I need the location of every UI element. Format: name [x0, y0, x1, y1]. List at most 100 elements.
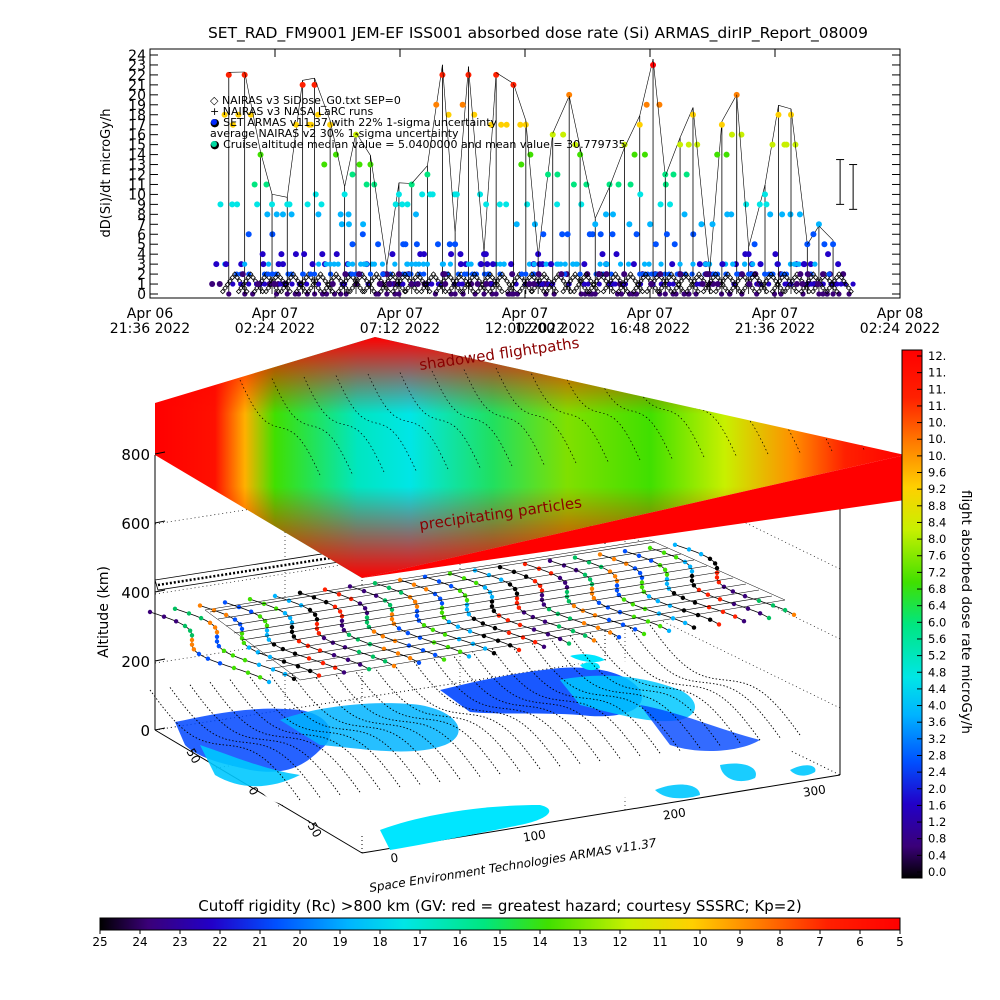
armas-point	[677, 141, 684, 148]
armas-point	[216, 281, 223, 288]
armas-point	[225, 71, 232, 78]
armas-low-point	[371, 261, 378, 267]
flight-curve-point	[686, 547, 692, 552]
top-y-tick-label: 1	[137, 277, 146, 293]
armas-low-point	[461, 271, 468, 277]
dose-colorbar-label: flight absorbed dose rate microGy/h	[958, 490, 974, 734]
nairas-diamond	[335, 288, 342, 295]
flight-curve-point	[721, 584, 727, 589]
nairas-diamond	[340, 281, 347, 288]
flight-curve-point	[632, 627, 638, 632]
armas-low-point	[787, 261, 794, 267]
flight-curve-point	[657, 623, 663, 629]
flight-curve-point	[331, 653, 337, 658]
flight-curve-point	[680, 595, 686, 601]
longitude-tick-label: 300	[802, 782, 827, 799]
flight-curve-point	[516, 647, 522, 653]
armas-point	[356, 161, 363, 168]
armas-point	[540, 231, 547, 238]
flight-curve-point	[591, 595, 597, 601]
armas-point	[496, 201, 503, 208]
nairas-diamond	[312, 278, 319, 284]
nairas-diamond	[798, 288, 805, 295]
armas-low-point	[481, 271, 488, 277]
flight-curve-point	[664, 581, 670, 587]
longitude-ticks: 0 100 200 300	[390, 782, 827, 865]
flight-curve-point	[448, 583, 454, 589]
slab-contour	[335, 375, 417, 471]
flight-curve-point	[161, 614, 167, 619]
flight-curve-point	[714, 575, 720, 580]
nairas-diamond	[730, 285, 736, 291]
nairas-diamond	[283, 281, 289, 288]
armas-point	[273, 211, 280, 218]
nairas-diamond	[834, 288, 840, 295]
nairas-diamond	[511, 278, 518, 284]
nairas-diamond	[565, 281, 571, 288]
dose-colorbar-tick-label: 10.	[928, 416, 946, 430]
nairas-diamond	[446, 288, 452, 295]
armas-connector	[344, 132, 357, 187]
nairas-diamond	[756, 288, 762, 295]
flight-curve-point	[412, 599, 418, 605]
armas-connector	[329, 120, 345, 187]
nairas-diamond	[754, 274, 760, 281]
armas-low-point	[641, 261, 648, 267]
world-map-layer	[175, 642, 816, 850]
armas-point	[825, 251, 832, 258]
armas-low-point	[681, 291, 687, 297]
flight-curve	[549, 560, 670, 632]
armas-point	[484, 261, 491, 268]
flight-curve-point	[666, 628, 672, 633]
armas-low-point	[689, 271, 695, 277]
rigidity-colorbar-tick-label: 8	[776, 935, 784, 949]
top-y-axis-label: dD(Si)/dt microGy/h	[99, 109, 114, 238]
armas-point	[745, 251, 752, 258]
nairas-diamond	[504, 278, 510, 284]
armas-point	[738, 131, 745, 138]
armas-low-point	[315, 281, 322, 287]
top-series-marks	[209, 59, 858, 297]
armas-point	[772, 251, 779, 258]
flight-curve-point	[547, 558, 553, 563]
nairas-diamond	[600, 288, 607, 295]
nairas-diamond	[640, 274, 647, 281]
armas-low-point	[375, 291, 382, 297]
flight-curve-point	[282, 611, 288, 616]
armas-point	[457, 261, 464, 268]
nairas-diamond	[685, 274, 692, 281]
flight-curve-point	[757, 611, 763, 616]
armas-low-point	[350, 261, 356, 267]
armas-point	[457, 251, 464, 258]
nairas-diamond	[397, 278, 403, 284]
dose-colorbar-tick-label: 10.	[928, 432, 946, 446]
flight-curve-point	[205, 656, 211, 661]
nairas-diamond	[263, 288, 269, 295]
slab-contour	[271, 378, 353, 474]
armas-low-point	[702, 261, 709, 267]
flight-curve-point	[147, 609, 153, 615]
armas-point	[696, 261, 703, 268]
nairas-diamond	[315, 285, 321, 291]
nairas-diamond	[288, 274, 294, 281]
nairas-diamond	[617, 278, 624, 284]
nairas-diamond	[492, 281, 498, 288]
nairas-diamond	[418, 288, 425, 295]
flight-curve-point	[371, 629, 377, 634]
armas-point	[309, 261, 316, 268]
flight-curve-point	[566, 641, 572, 646]
armas-point	[510, 81, 517, 88]
armas-low-point	[481, 291, 487, 297]
nairas-diamond	[247, 271, 254, 277]
nairas-diamond	[691, 278, 697, 284]
armas-point	[669, 261, 676, 268]
nairas-diamond	[772, 285, 778, 291]
flight-curve-point	[541, 602, 547, 607]
armas-point	[424, 171, 431, 178]
armas-point	[427, 191, 434, 198]
flight-curve-point	[639, 580, 645, 585]
armas-low-point	[850, 281, 856, 287]
flight-curve-point	[391, 621, 397, 626]
armas-point	[286, 201, 293, 208]
